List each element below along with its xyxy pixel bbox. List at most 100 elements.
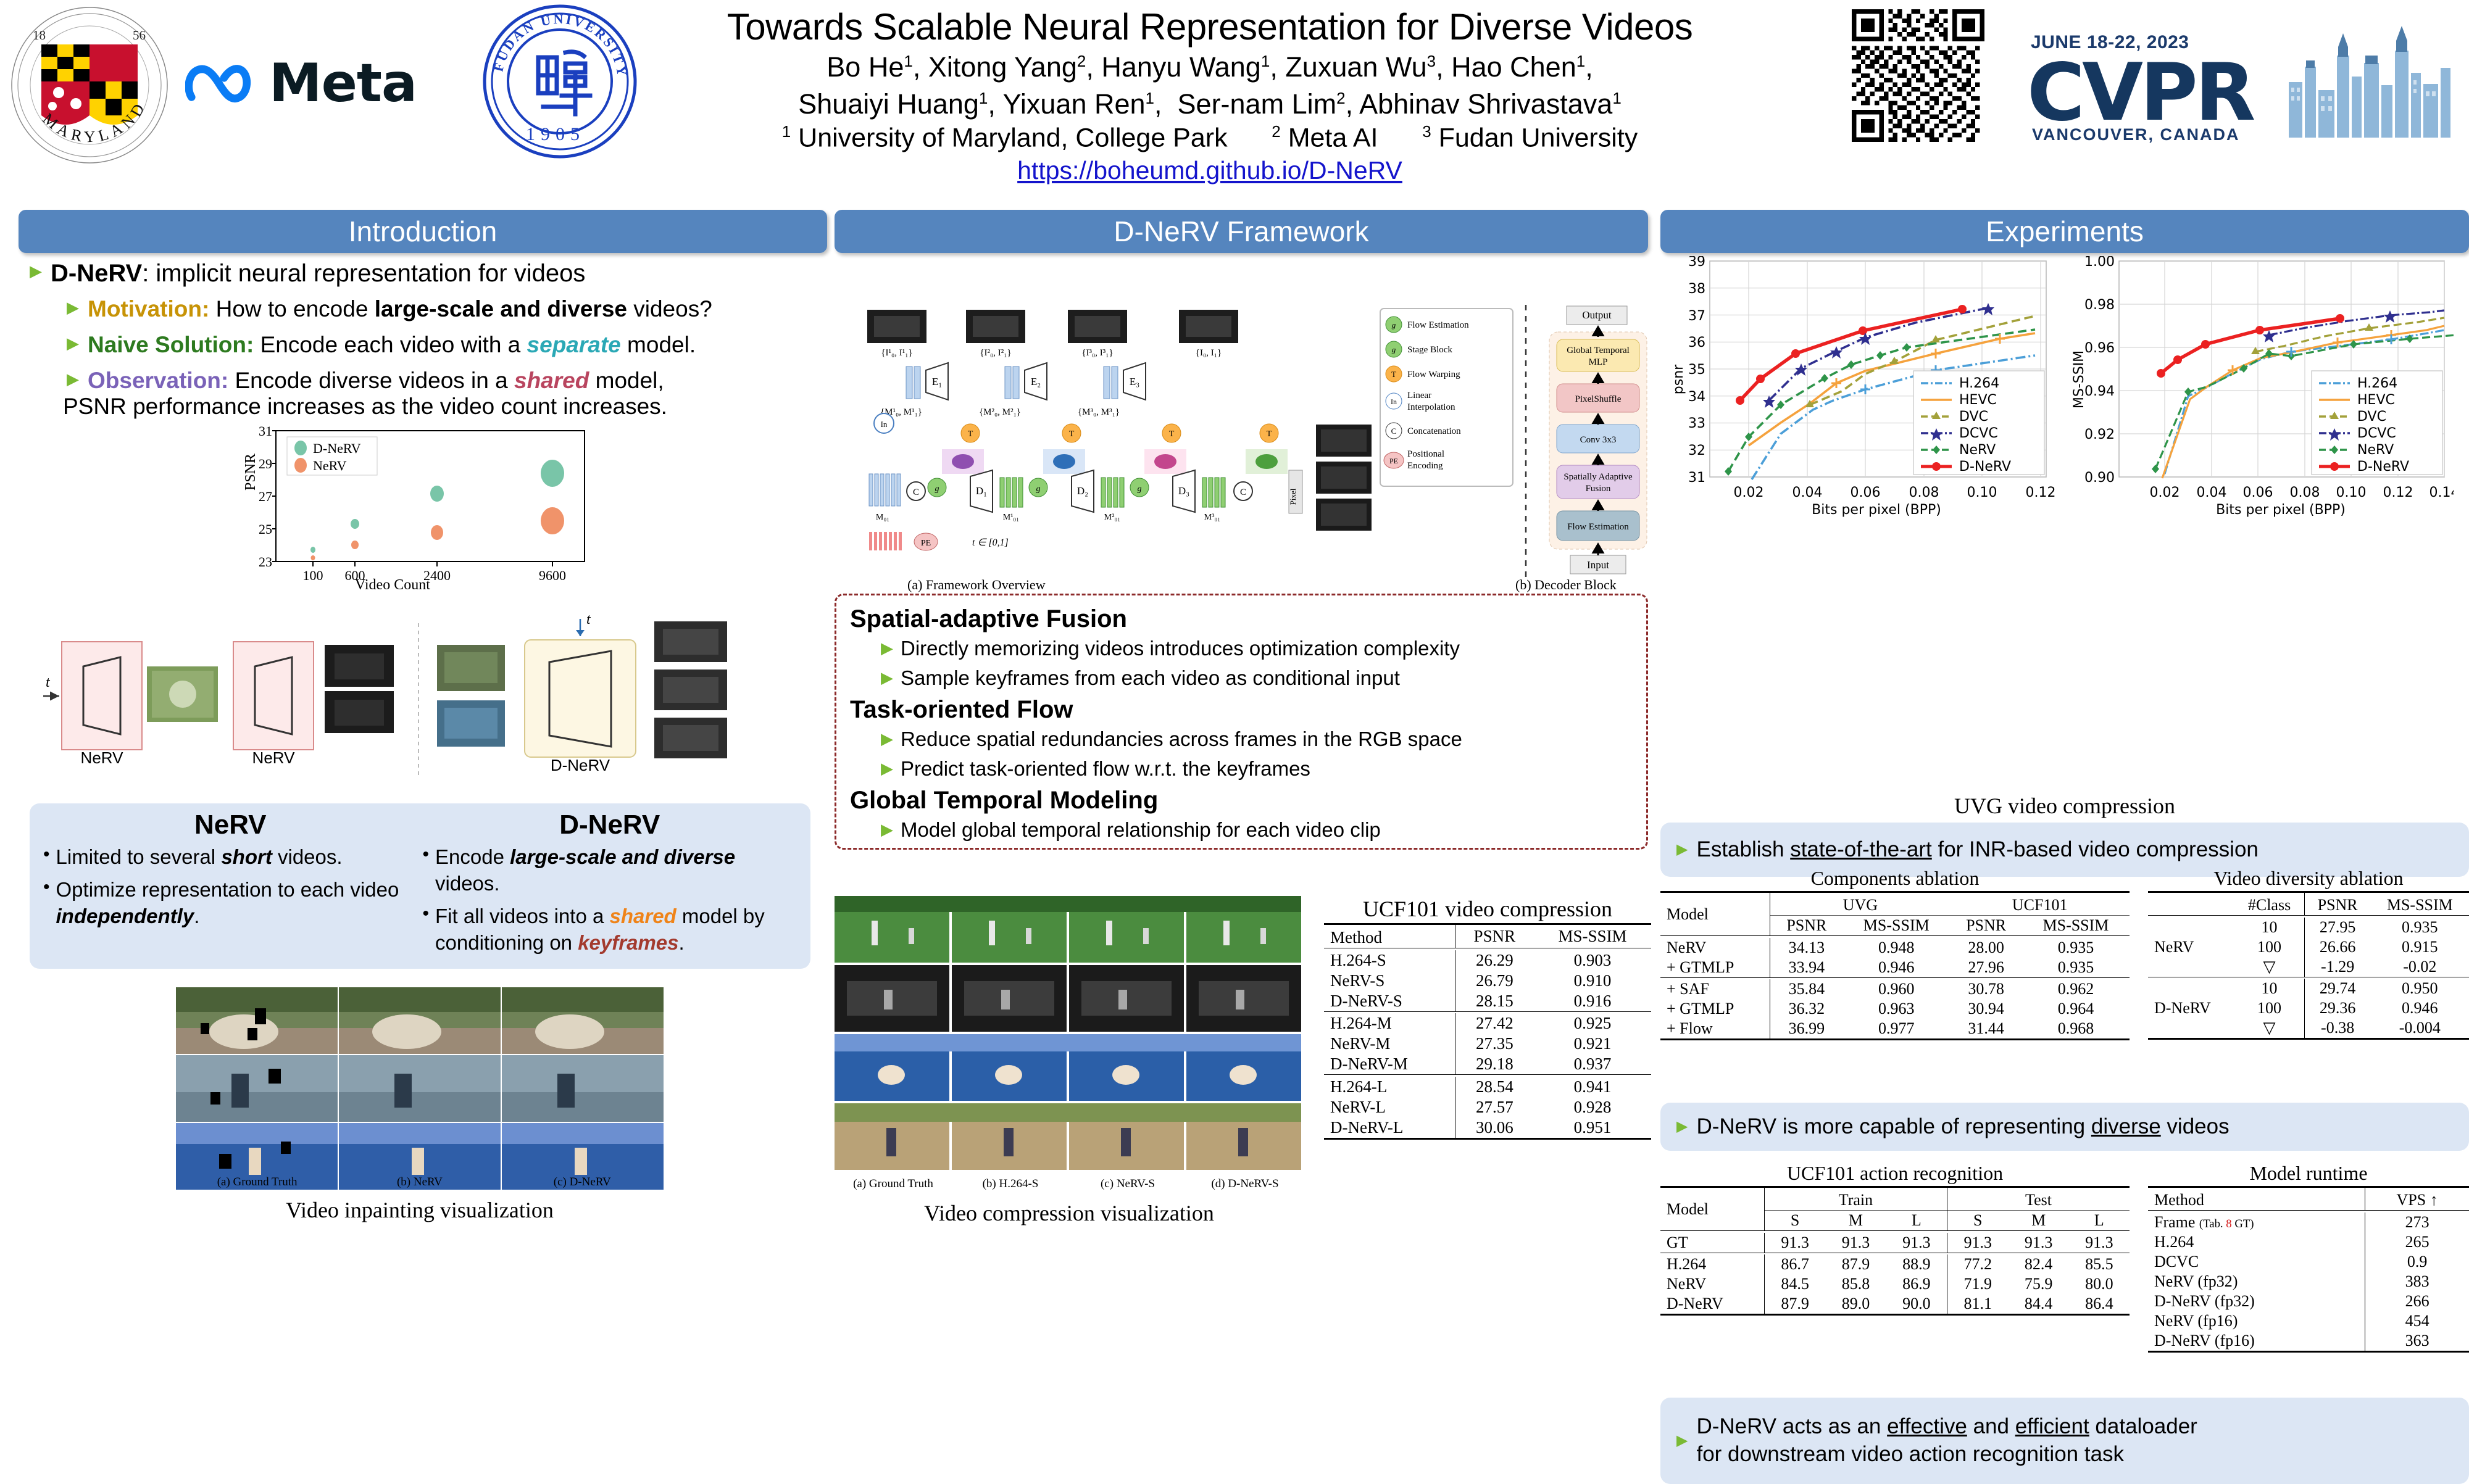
method-bullet: ▶ Model global temporal relationship for…: [881, 818, 1634, 842]
svg-text:D₁: D₁: [976, 485, 987, 497]
svg-text:D-NeRV: D-NeRV: [313, 441, 361, 456]
svg-text:M₀₁: M₀₁: [876, 513, 889, 522]
svg-text:25: 25: [259, 521, 272, 537]
svg-text:NeRV: NeRV: [2357, 442, 2394, 458]
fudan-logo: FUDAN UNIVERSITY 1905: [481, 3, 639, 160]
inpainting-caption: Video inpainting visualization: [286, 1198, 554, 1222]
nerv-comparison-item: • Optimize representation to each video …: [43, 877, 418, 930]
motivation-bold: large-scale and diverse: [374, 296, 627, 321]
svg-text:32: 32: [1688, 443, 1705, 458]
table-row: ▽ -0.38 -0.004: [2148, 1018, 2469, 1039]
svg-text:H.264: H.264: [2357, 376, 2397, 391]
svg-text:33: 33: [1688, 416, 1705, 431]
svg-text:34: 34: [1688, 389, 1705, 405]
table-row: 10 29.74 0.950: [2261, 979, 2438, 998]
ucf101-compression-table: Method PSNR MS-SSIM H.264-S 26.29 0.903 Ne…: [1324, 923, 1651, 1140]
framework-overview-figure: {I¹₀, I¹₁} {I²₀, I²₁} {I³₀, I³₁} {I₀, I₁…: [833, 302, 1654, 580]
th-vps: VPS ↑: [2365, 1187, 2469, 1211]
authors-line-2: Shuaiyi Huang1, Yixuan Ren1, Ser-nam Lim…: [798, 88, 1622, 120]
svg-text:DCVC: DCVC: [1959, 426, 1998, 441]
intro-dnerv-rest: : implicit neural representation for vid…: [142, 260, 586, 287]
svg-text:g: g: [1392, 320, 1396, 330]
th-psnr: PSNR: [1454, 924, 1534, 948]
components-ablation-wrap: Components ablation Model UVG UCF101 PSN…: [1660, 867, 2130, 1040]
action-recognition-title: UCF101 action recognition: [1786, 1162, 2004, 1184]
uvg-msssim-chart: 1.00 0.98 0.96 0.94 0.92 0.90 0.02 0.04 0.06 0…: [2065, 254, 2459, 537]
svg-text:Bits per pixel (BPP): Bits per pixel (BPP): [2216, 502, 2346, 518]
svg-text:27: 27: [259, 489, 272, 504]
scatter-ylabel: PSNR: [243, 453, 259, 491]
inpainting-sublabel-a: (a) Ground Truth: [217, 1175, 298, 1188]
experiments-banner-label: Experiments: [1986, 215, 2144, 247]
action-recognition-table: Model Train Test S M L S M L GT 91.3 91.…: [1660, 1186, 2130, 1316]
cv-sublabel-c: (c) NeRV-S: [1100, 1177, 1155, 1190]
svg-text:PixelShuffle: PixelShuffle: [1575, 394, 1622, 404]
svg-text:Spatially Adaptive: Spatially Adaptive: [1563, 472, 1633, 482]
svg-text:C: C: [1391, 426, 1397, 436]
svg-text:Output: Output: [1582, 309, 1612, 321]
th-ucf-msssim: MS-SSIM: [2021, 915, 2130, 936]
callout3-pre: D-NeRV acts as an: [1696, 1414, 1888, 1439]
svg-text:NeRV: NeRV: [252, 748, 296, 767]
svg-text:0.12: 0.12: [2026, 485, 2055, 500]
svg-text:T: T: [1267, 429, 1272, 439]
svg-text:0.96: 0.96: [2084, 341, 2115, 356]
nerv-vs-dnerv-box: NeRV • Limited to several short videos. …: [30, 803, 810, 969]
svg-text:DCVC: DCVC: [2357, 426, 2396, 441]
svg-text:2400: 2400: [423, 568, 451, 583]
th-train-s: S: [1763, 1210, 1826, 1231]
th-test-l: L: [2068, 1210, 2130, 1231]
svg-text:In: In: [881, 420, 888, 429]
svg-text:Fusion: Fusion: [1586, 484, 1611, 494]
dnerv-item-2-post: .: [678, 931, 685, 954]
cvpr-location: VANCOUVER, CANADA: [2032, 125, 2240, 144]
bullet-triangle-icon: ▶: [1676, 1432, 1688, 1449]
table-row: D-NeRV-L 30.06 0.951: [1324, 1117, 1651, 1138]
inpainting-sublabel-b: (b) NeRV: [396, 1175, 443, 1188]
observation-emphasis: shared: [514, 368, 589, 393]
project-url-link[interactable]: https://boheumd.github.io/D-NeRV: [1017, 155, 1402, 184]
nerv-item-0-pre: Limited to several: [56, 845, 222, 868]
vancouver-skyline-icon: [2289, 26, 2450, 138]
compression-vis-sublabels: (a) Ground Truth (b) H.264-S (c) NeRV-S …: [835, 1177, 1304, 1191]
svg-text:0.10: 0.10: [2336, 485, 2367, 500]
cv-sublabel-b: (b) H.264-S: [982, 1177, 1039, 1190]
callout2-pre: D-NeRV is more capable of representing: [1696, 1114, 2091, 1138]
umd-year-left: 18: [33, 28, 46, 43]
svg-text:DVC: DVC: [1959, 409, 1988, 425]
th-test-m: M: [2008, 1210, 2069, 1231]
svg-text:{M³₀, M³₁}: {M³₀, M³₁}: [1078, 407, 1120, 417]
svg-text:D-NeRV: D-NeRV: [2357, 459, 2409, 475]
nerv-item-1-post: .: [194, 904, 200, 927]
diversity-ablation-wrap: Video diversity ablation #Class PSNR MS-…: [2148, 867, 2469, 1040]
table-row: D-NeRV-S 28.15 0.916: [1324, 990, 1651, 1011]
svg-text:HEVC: HEVC: [1959, 392, 1997, 408]
dnerv-item-2-em: keyframes: [578, 931, 679, 954]
table-row: D-NeRV 100 29.36 0.946: [2154, 998, 2438, 1018]
dnerv-comparison-title: D-NeRV: [559, 810, 660, 840]
svg-text:Pixel: Pixel: [1288, 488, 1297, 505]
video-inpainting-figure: [176, 987, 664, 1191]
dnerv-item-1-pre: Fit all videos into a: [435, 904, 610, 927]
svg-text:0.92: 0.92: [2084, 427, 2115, 442]
svg-text:0.10: 0.10: [1967, 485, 1997, 500]
svg-text:T: T: [1169, 429, 1175, 439]
title-block: Towards Scalable Neural Representation f…: [654, 7, 1765, 185]
svg-text:t: t: [46, 674, 51, 690]
action-recognition-wrap: UCF101 action recognition Model Train Te…: [1660, 1162, 2130, 1316]
nerv-comparison-title: NeRV: [194, 810, 267, 840]
nerv-item-0-em: short: [221, 845, 272, 868]
authors-line-1: Bo He1, Xitong Yang2, Hanyu Wang1, Zuxua…: [826, 51, 1593, 83]
callout-dataloader: ▶ D-NeRV acts as an effective and effici…: [1660, 1398, 2469, 1484]
cvpr-logo: JUNE 18-22, 2023 CVPR VANCOUVER, CANADA: [2025, 11, 2457, 153]
svg-text:D₂: D₂: [1077, 485, 1088, 497]
model-runtime-wrap: Model runtime Method VPS ↑ Frame (Tab. 8…: [2148, 1162, 2469, 1353]
method-bullet: ▶ Predict task-oriented flow w.r.t. the …: [881, 757, 1634, 781]
bullet-dot-icon: •: [43, 876, 50, 897]
svg-text:9600: 9600: [539, 568, 566, 583]
method-heading-2: Global Temporal Modeling: [850, 787, 1159, 814]
callout1-post: for INR-based video compression: [1931, 837, 2259, 861]
svg-text:Encoding: Encoding: [1407, 461, 1443, 471]
svg-text:Global Temporal: Global Temporal: [1567, 346, 1630, 355]
intro-dnerv-label: D-NeRV: [51, 260, 143, 287]
